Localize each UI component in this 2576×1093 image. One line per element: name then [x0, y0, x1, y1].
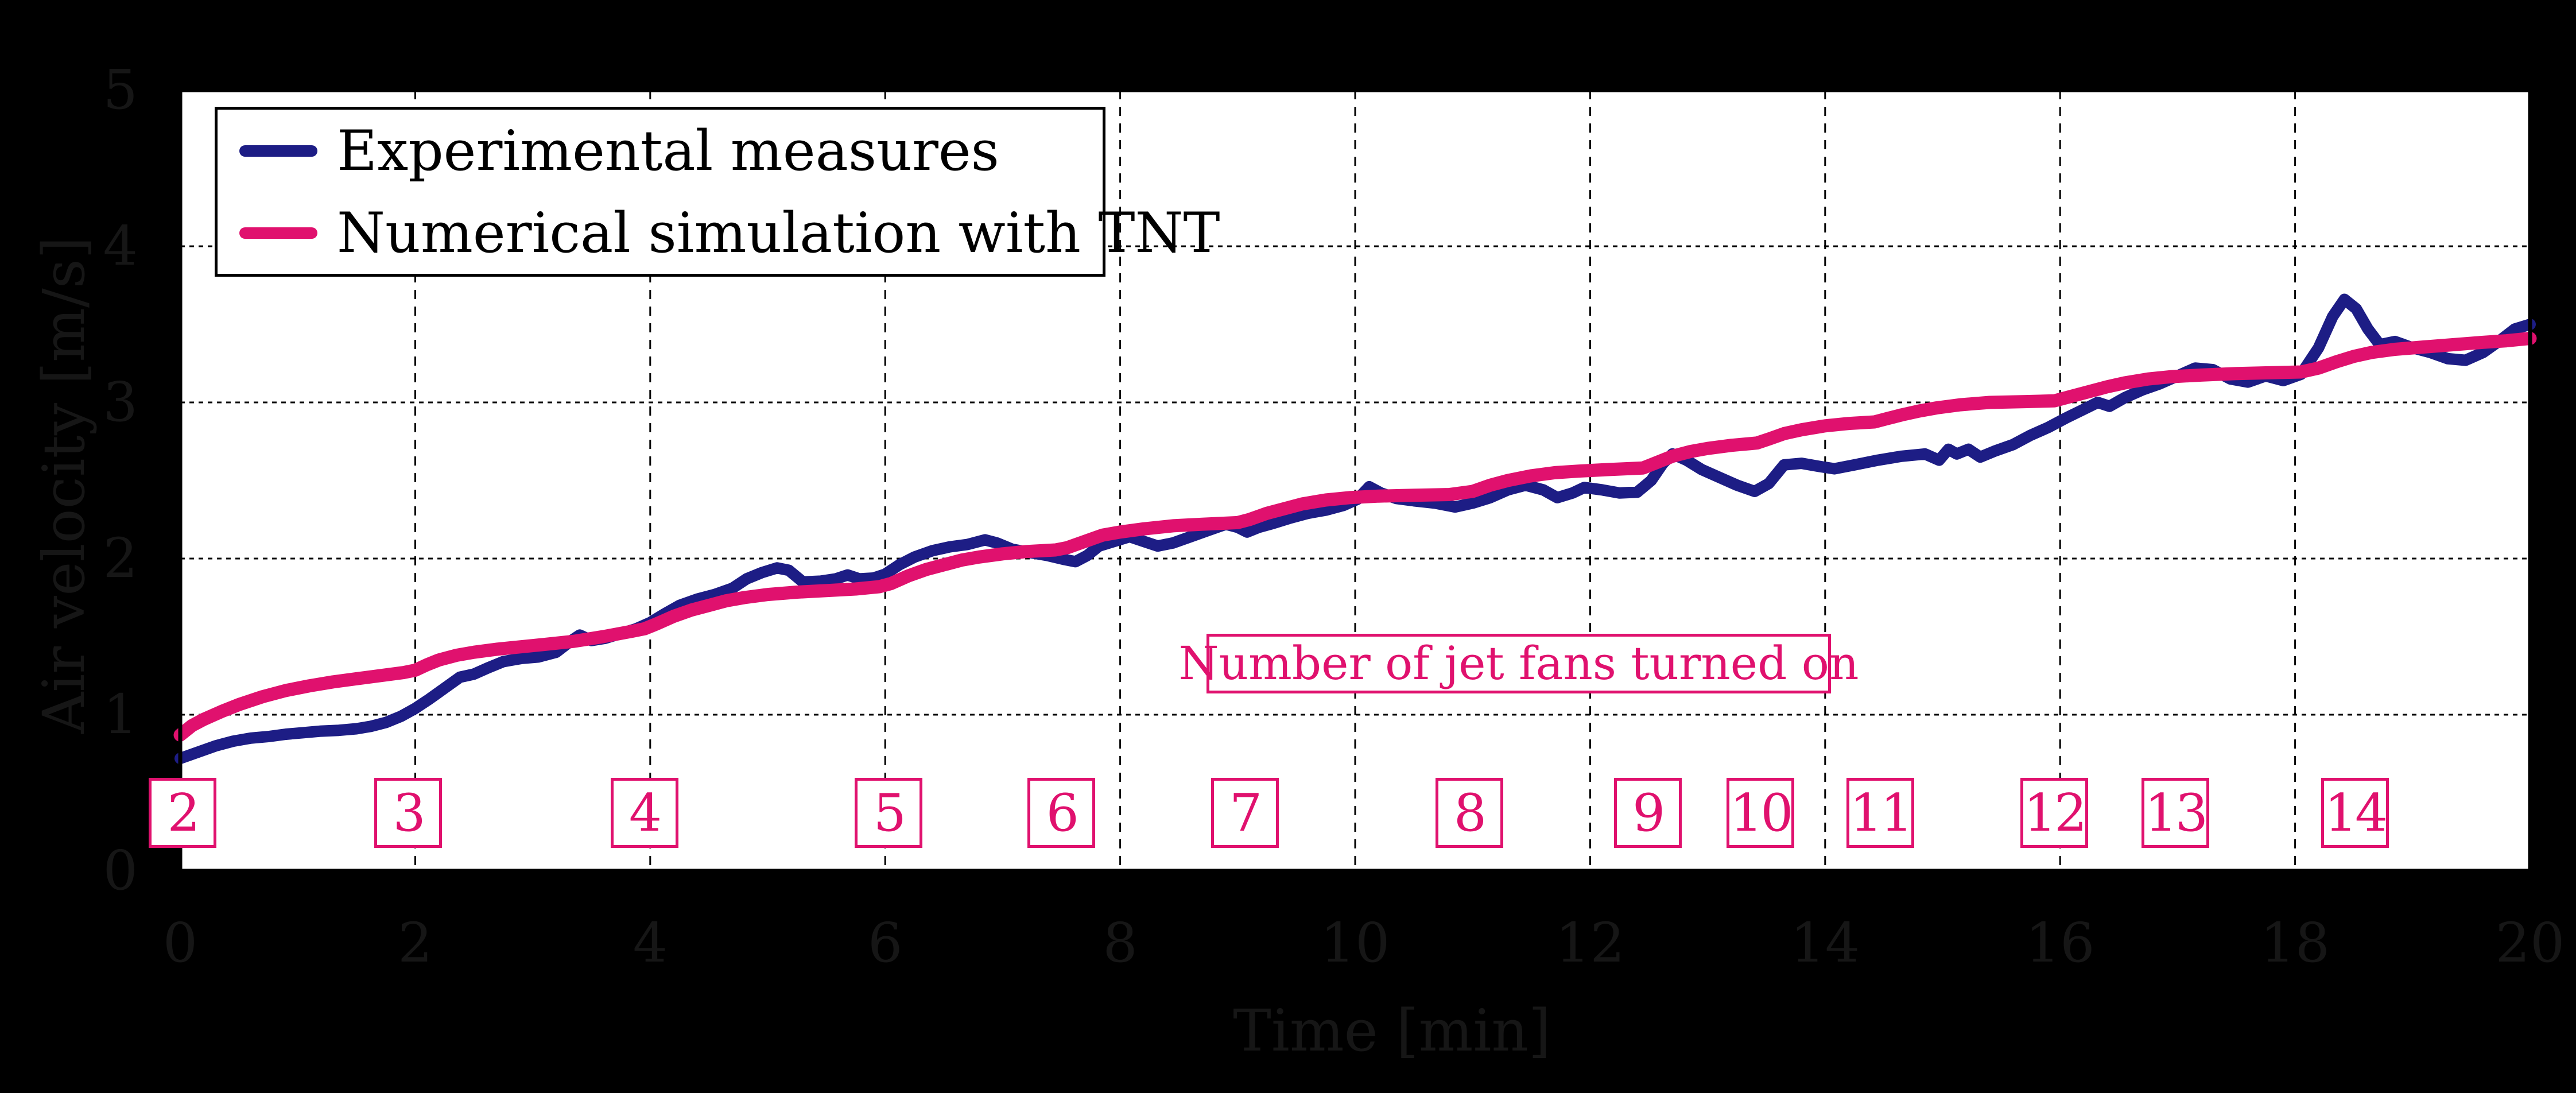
jet-fan-count-box: 9	[1613, 778, 1682, 848]
jet-fans-annotation-text: Number of jet fans turned on	[1178, 637, 1859, 690]
legend-item-experimental: Experimental measures	[218, 123, 1103, 179]
legend-label-simulation: Numerical simulation with TNT	[337, 200, 1220, 265]
jet-fan-count-box: 11	[1846, 778, 1914, 848]
jet-fan-count-box: 4	[610, 778, 678, 848]
jet-fan-count-box: 14	[2321, 778, 2389, 848]
x-tick-label: 20	[2495, 912, 2565, 975]
jet-fan-count-box: 8	[1435, 778, 1503, 848]
x-tick-label: 16	[2025, 912, 2095, 975]
x-axis-title: Time [min]	[1233, 997, 1551, 1064]
x-tick-label: 0	[162, 912, 198, 975]
jet-fan-count-box: 12	[2020, 778, 2088, 848]
y-tick-label: 5	[103, 59, 138, 122]
jet-fans-annotation-box: Number of jet fans turned on	[1179, 634, 1859, 693]
legend-item-simulation: Numerical simulation with TNT	[218, 206, 1220, 261]
y-tick-label: 2	[103, 527, 138, 590]
x-tick-label: 2	[398, 912, 433, 975]
jet-fan-count-box: 5	[855, 778, 923, 848]
jet-fan-count-box: 6	[1027, 778, 1096, 848]
jet-fan-count-box: 13	[2141, 778, 2209, 848]
simulation-line-swatch	[239, 227, 317, 239]
x-tick-label: 8	[1103, 912, 1138, 975]
x-tick-label: 6	[867, 912, 903, 975]
experimental-line-swatch	[239, 145, 317, 157]
y-tick-label: 0	[103, 839, 138, 902]
x-tick-label: 12	[1555, 912, 1625, 975]
plot-border	[178, 88, 2532, 873]
jet-fan-count-box: 10	[1727, 778, 1795, 848]
jet-fan-count-box: 7	[1211, 778, 1279, 848]
y-axis-title: Air velocity [m/s]	[30, 237, 98, 734]
x-tick-label: 14	[1790, 912, 1860, 975]
y-tick-label: 3	[103, 371, 138, 434]
legend: Experimental measures Numerical simulati…	[215, 107, 1220, 277]
y-tick-label: 1	[103, 683, 138, 746]
x-tick-label: 4	[633, 912, 668, 975]
jet-fan-count-box: 2	[149, 778, 217, 848]
simulation-series-line	[173, 332, 2537, 742]
x-tick-label: 18	[2260, 912, 2330, 975]
x-tick-label: 10	[1320, 912, 1390, 975]
legend-label-experimental: Experimental measures	[337, 118, 999, 183]
y-tick-label: 4	[103, 215, 138, 278]
jet-fan-count-box: 3	[374, 778, 443, 848]
